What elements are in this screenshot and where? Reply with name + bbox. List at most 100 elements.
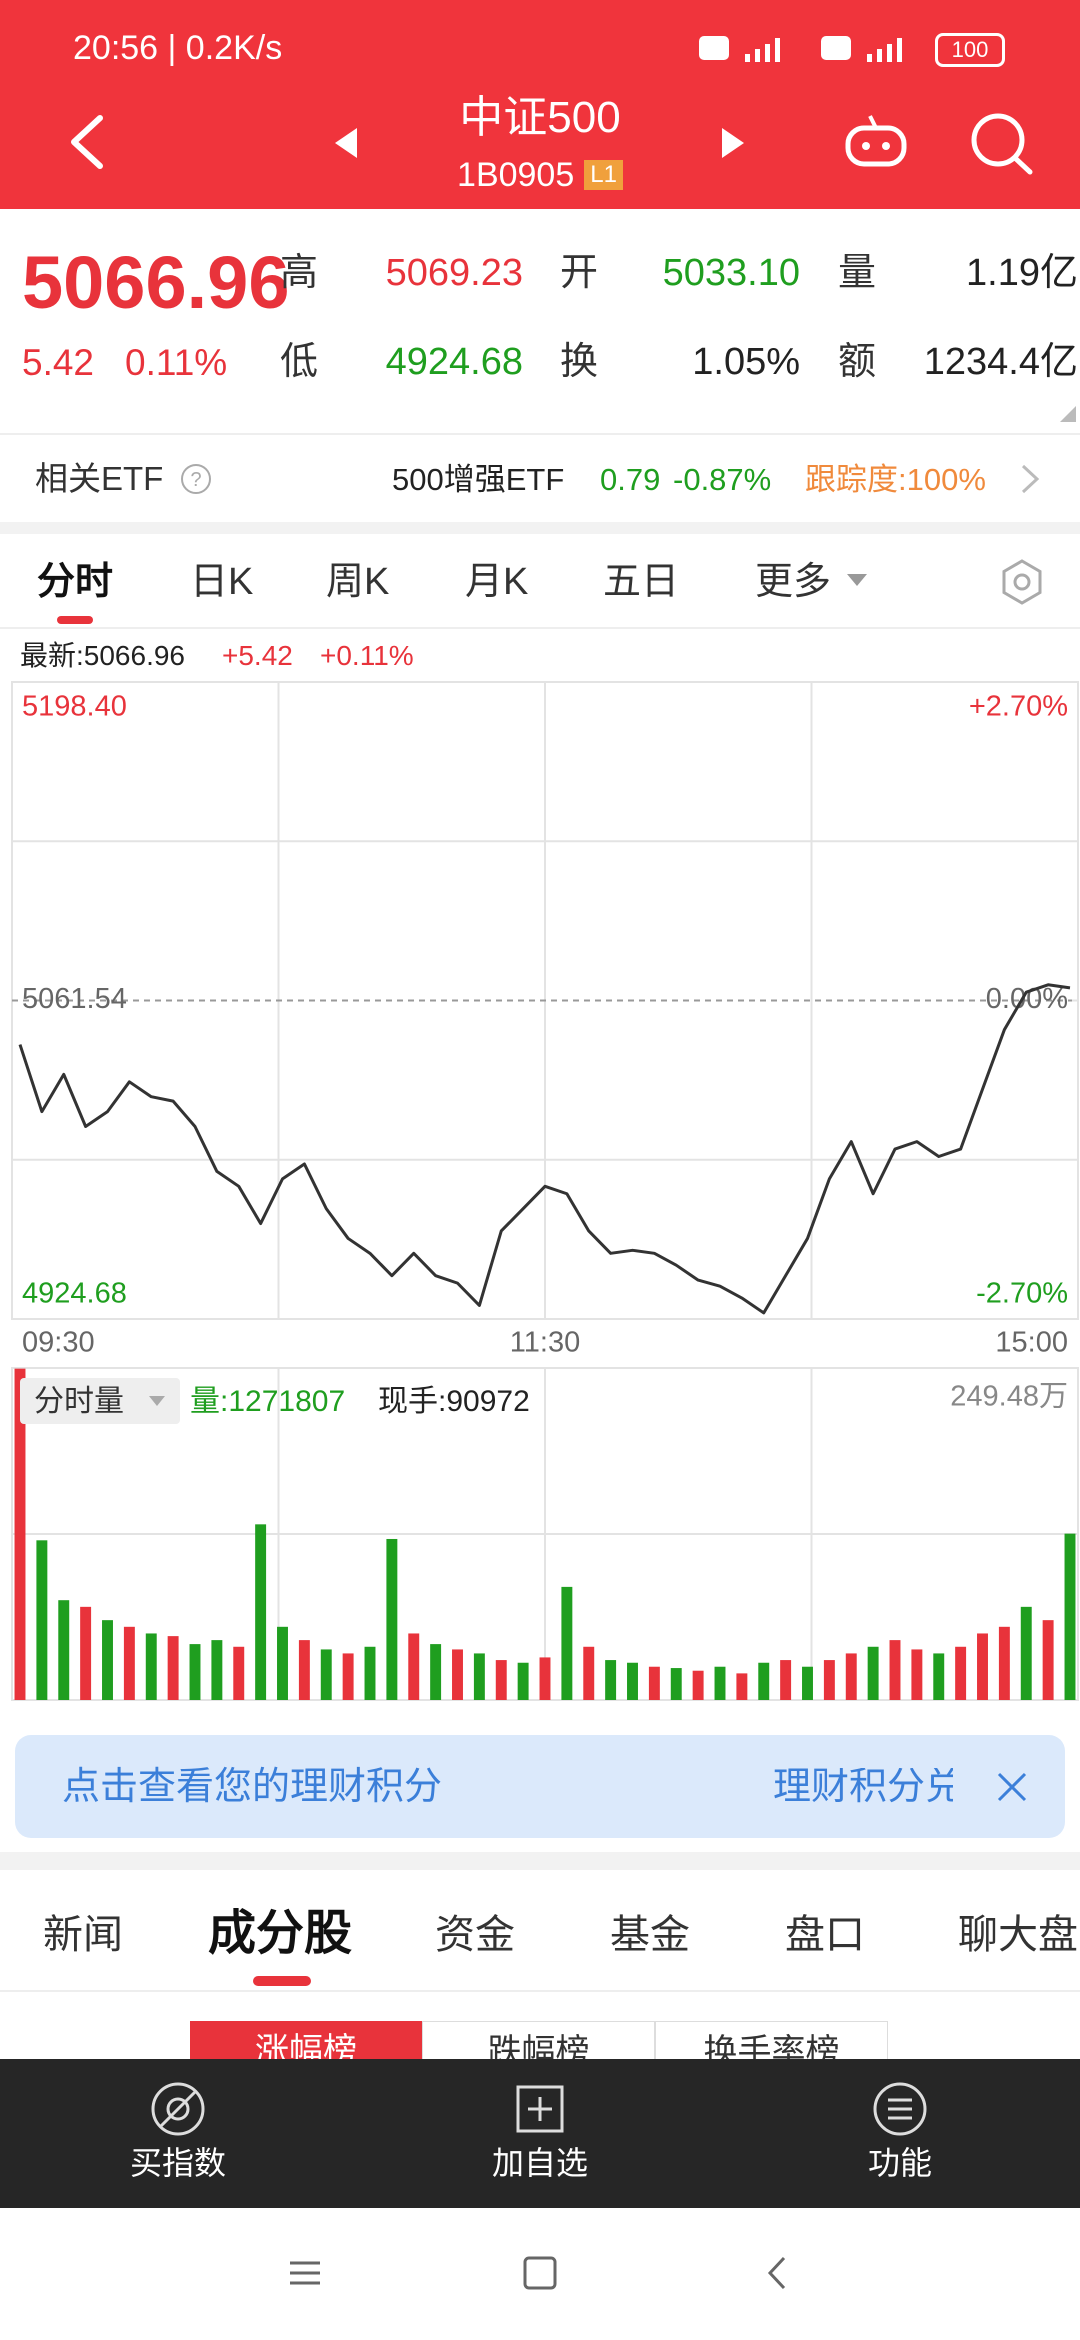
svg-text:?: ?	[190, 469, 201, 491]
volume-bar	[758, 1662, 770, 1700]
divider	[0, 627, 1080, 629]
tab[interactable]: 盘口	[785, 1913, 865, 1957]
last-hand: 现手:90972	[378, 1385, 530, 1418]
charts: 4924.68 5061.54 5198.40 -2.70% 0.00% +2.70% 09…	[11, 681, 1079, 1701]
stat-label: 额	[838, 341, 877, 383]
tab-indicator	[253, 1976, 311, 1986]
volume-bar	[867, 1646, 879, 1700]
signal-icons	[699, 36, 902, 62]
title: 中证500	[459, 93, 621, 142]
stat-label: 量	[838, 252, 877, 294]
etf-name[interactable]: 500增强ETF	[392, 462, 565, 497]
etf-tracking: 跟踪度:100%	[805, 462, 986, 497]
bottom-action[interactable]: 功能	[867, 2145, 932, 2181]
stat-value: 5069.23	[385, 252, 523, 294]
change: 5.42	[22, 342, 95, 383]
volume-bar	[473, 1653, 485, 1700]
price: 5066.96	[22, 241, 290, 324]
dropdown-arrow	[847, 574, 867, 586]
volume-bar	[452, 1649, 463, 1700]
tab[interactable]: 资金	[435, 1913, 515, 1957]
volume-bar	[605, 1660, 617, 1700]
y-tick-label: 5198.40	[22, 691, 127, 723]
tab[interactable]: 基金	[610, 1913, 690, 1957]
stat-label: 低	[280, 341, 319, 383]
volume-bar	[998, 1626, 1010, 1700]
y2-tick-label: 0.00%	[986, 983, 1068, 1015]
volume-bar	[1064, 1533, 1076, 1700]
chart-tab[interactable]: 五日	[603, 561, 680, 603]
volume-bar	[80, 1606, 92, 1700]
stat-label: 换	[560, 341, 599, 383]
chart-tab[interactable]: 更多	[755, 561, 832, 603]
stat-label: 开	[560, 252, 599, 294]
volume-bar	[386, 1538, 398, 1700]
volume-bar	[539, 1657, 551, 1700]
tab-indicator	[57, 616, 93, 624]
code-row: 1B0905 L1	[0, 158, 1080, 192]
chart-tab[interactable]: 月K	[465, 561, 529, 603]
code: 1B0905	[457, 156, 575, 194]
volume-bar	[36, 1540, 48, 1700]
banner-text[interactable]: 点击查看您的理财积分	[62, 1766, 443, 1808]
volume-bar	[145, 1633, 157, 1700]
volume-bar	[167, 1636, 179, 1700]
chart-tab[interactable]: 日K	[190, 561, 254, 603]
y2-tick-label: +2.70%	[969, 691, 1068, 723]
volume-selector[interactable]: 分时量	[34, 1385, 124, 1418]
chevron[interactable]	[1015, 462, 1045, 496]
volume-bar	[627, 1662, 638, 1700]
volume-bar	[714, 1666, 726, 1700]
bottom-action[interactable]: 买指数	[129, 2145, 226, 2181]
volume-bar	[277, 1626, 288, 1700]
volume-bar	[14, 1368, 26, 1700]
stat-value: 1.05%	[692, 341, 800, 383]
divider	[0, 1990, 1080, 1992]
volume-bar	[692, 1670, 704, 1700]
change-pct: 0.11%	[125, 342, 228, 383]
close-icon[interactable]	[995, 1770, 1029, 1804]
volume-bar	[823, 1660, 835, 1700]
volume-bar	[233, 1646, 245, 1700]
price-line	[18, 983, 1071, 1315]
chart-tab[interactable]: 分时	[37, 561, 114, 603]
etf-label: 相关ETF	[35, 460, 164, 497]
level-badge: L1	[584, 160, 623, 190]
settings-icon[interactable]	[998, 558, 1046, 606]
stat-value: 5033.10	[662, 252, 800, 294]
volume-bar	[123, 1626, 135, 1700]
volume-bar	[430, 1644, 442, 1700]
volume-bar	[583, 1646, 595, 1700]
volume-bar	[495, 1660, 507, 1700]
expand-corner	[1060, 406, 1076, 422]
tab[interactable]: 成分股	[208, 1907, 353, 1960]
bottom-action[interactable]: 加自选	[491, 2145, 588, 2181]
latest-change: +5.42	[222, 640, 293, 671]
banner-link[interactable]: 理财积分兑	[773, 1768, 953, 1806]
tab[interactable]: 新闻	[43, 1913, 123, 1957]
volume-total: 量:1271807	[190, 1385, 346, 1418]
volume-bar	[189, 1644, 201, 1700]
tab[interactable]: 聊大盘	[958, 1913, 1078, 1957]
y-tick-label: 249.48万	[950, 1381, 1068, 1413]
volume-bar	[802, 1666, 813, 1700]
volume-bar	[670, 1668, 682, 1700]
volume-bar	[255, 1524, 267, 1700]
volume-bar	[342, 1653, 354, 1700]
volume-bar	[889, 1640, 901, 1700]
y-tick-label: 4924.68	[22, 1278, 127, 1310]
chart-tab[interactable]: 周K	[326, 561, 390, 603]
banner[interactable]	[15, 1735, 1065, 1838]
volume-bar	[845, 1653, 857, 1700]
volume-bar	[58, 1600, 70, 1700]
dropdown-arrow	[149, 1396, 165, 1406]
volume-bar	[648, 1666, 660, 1700]
battery: 100	[935, 33, 1005, 67]
x-tick-label: 09:30	[22, 1327, 95, 1359]
latest-pct: +0.11%	[320, 640, 414, 671]
volume-bar	[211, 1640, 223, 1700]
help-icon[interactable]: ?	[179, 462, 213, 496]
volume-bar	[955, 1646, 967, 1700]
etf-change: -0.87%	[673, 462, 772, 497]
